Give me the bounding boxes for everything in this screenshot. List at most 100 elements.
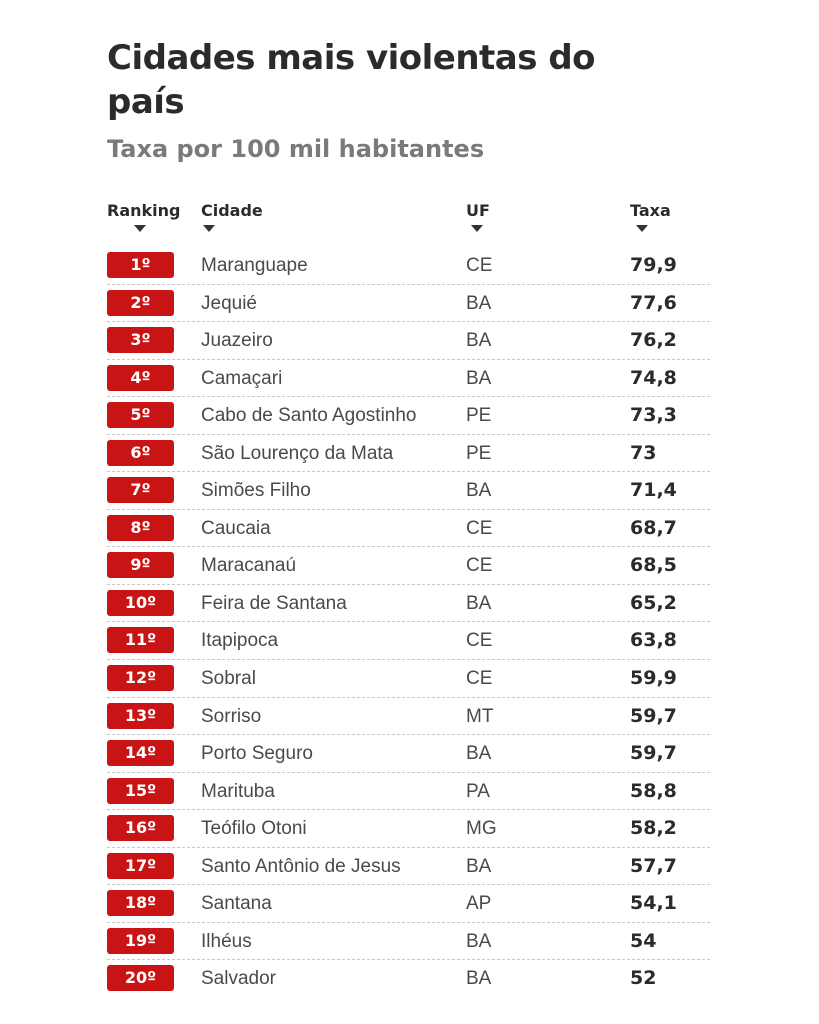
rank-badge: 12º — [107, 665, 174, 692]
city-cell: Sobral — [201, 668, 256, 690]
city-cell: Teófilo Otoni — [201, 818, 307, 840]
rank-badge: 6º — [107, 439, 174, 466]
city-cell: Feira de Santana — [201, 592, 347, 614]
table-row: 11º Itapipoca CE 63,8 — [0, 622, 819, 660]
uf-cell: BA — [466, 968, 492, 990]
uf-cell: BA — [466, 480, 492, 502]
page-subtitle: Taxa por 100 mil habitantes — [107, 135, 485, 163]
table-row: 19º Ilhéus BA 54 — [0, 923, 819, 961]
rank-badge: 9º — [107, 552, 174, 579]
column-header-city[interactable]: Cidade — [201, 201, 263, 232]
rate-cell: 58,8 — [630, 779, 677, 802]
table-row: 6º São Lourenço da Mata PE 73 — [0, 435, 819, 473]
column-header-uf[interactable]: UF — [466, 201, 490, 232]
uf-cell: BA — [466, 330, 492, 352]
rate-cell: 58,2 — [630, 817, 677, 840]
table-row: 18º Santana AP 54,1 — [0, 885, 819, 923]
table-row: 9º Maracanaú CE 68,5 — [0, 547, 819, 585]
table-row: 3º Juazeiro BA 76,2 — [0, 322, 819, 360]
rank-badge: 11º — [107, 627, 174, 654]
rank-badge: 8º — [107, 514, 174, 541]
rate-cell: 71,4 — [630, 479, 677, 502]
city-cell: Cabo de Santo Agostinho — [201, 405, 417, 427]
rate-cell: 54 — [630, 929, 657, 952]
uf-cell: MT — [466, 705, 494, 727]
city-cell: Camaçari — [201, 367, 283, 389]
rate-cell: 57,7 — [630, 854, 677, 877]
table-row: 13º Sorriso MT 59,7 — [0, 698, 819, 736]
rank-badge: 5º — [107, 402, 174, 429]
rate-cell: 52 — [630, 967, 657, 990]
city-cell: Caucaia — [201, 517, 271, 539]
rate-cell: 73,3 — [630, 404, 677, 427]
page-title: Cidades mais violentas do país — [107, 38, 596, 122]
rate-cell: 74,8 — [630, 366, 677, 389]
rank-badge: 10º — [107, 589, 174, 616]
rank-badge: 2º — [107, 289, 174, 316]
rank-badge: 1º — [107, 252, 174, 278]
uf-cell: MG — [466, 818, 497, 840]
uf-cell: BA — [466, 367, 492, 389]
city-cell: Marituba — [201, 780, 275, 802]
rank-badge: 16º — [107, 815, 174, 842]
rate-cell: 63,8 — [630, 629, 677, 652]
uf-cell: BA — [466, 930, 492, 952]
table-row: 12º Sobral CE 59,9 — [0, 660, 819, 698]
rate-cell: 54,1 — [630, 892, 677, 915]
uf-cell: CE — [466, 517, 493, 539]
city-cell: São Lourenço da Mata — [201, 442, 394, 464]
column-header-rate[interactable]: Taxa — [630, 201, 671, 232]
rate-cell: 59,7 — [630, 704, 677, 727]
city-cell: Juazeiro — [201, 330, 273, 352]
uf-cell: PE — [466, 442, 492, 464]
city-cell: Simões Filho — [201, 480, 311, 502]
rate-cell: 76,2 — [630, 329, 677, 352]
sort-arrow-icon — [636, 225, 648, 232]
city-cell: Maracanaú — [201, 555, 297, 577]
column-header-ranking[interactable]: Ranking — [107, 201, 180, 232]
rank-badge: 3º — [107, 327, 174, 354]
city-cell: Porto Seguro — [201, 743, 313, 765]
uf-cell: BA — [466, 855, 492, 877]
city-cell: Itapipoca — [201, 630, 279, 652]
column-label-ranking: Ranking — [107, 201, 181, 220]
rate-cell: 65,2 — [630, 591, 677, 614]
rate-cell: 68,5 — [630, 554, 677, 577]
column-label-uf: UF — [466, 201, 490, 220]
uf-cell: AP — [466, 893, 492, 915]
table-row: 15º Marituba PA 58,8 — [0, 773, 819, 811]
rank-badge: 18º — [107, 890, 174, 917]
uf-cell: BA — [466, 743, 492, 765]
rate-cell: 73 — [630, 441, 657, 464]
rate-cell: 68,7 — [630, 516, 677, 539]
table-row: 5º Cabo de Santo Agostinho PE 73,3 — [0, 397, 819, 435]
uf-cell: CE — [466, 668, 493, 690]
city-cell: Santo Antônio de Jesus — [201, 855, 401, 877]
table-row: 17º Santo Antônio de Jesus BA 57,7 — [0, 848, 819, 886]
rank-badge: 4º — [107, 364, 174, 391]
uf-cell: CE — [466, 555, 493, 577]
table-row: 16º Teófilo Otoni MG 58,2 — [0, 810, 819, 848]
table-row: 7º Simões Filho BA 71,4 — [0, 472, 819, 510]
rank-badge: 19º — [107, 927, 174, 954]
city-cell: Maranguape — [201, 255, 308, 276]
uf-cell: BA — [466, 592, 492, 614]
rate-cell: 59,7 — [630, 742, 677, 765]
table-header: Ranking Cidade UF Taxa — [0, 201, 819, 241]
sort-arrow-icon — [134, 225, 146, 232]
column-label-rate: Taxa — [630, 201, 671, 220]
city-cell: Jequié — [201, 292, 257, 314]
column-label-city: Cidade — [201, 201, 263, 220]
uf-cell: PA — [466, 780, 490, 802]
uf-cell: PE — [466, 405, 492, 427]
rank-badge: 14º — [107, 740, 174, 767]
table-row: 10º Feira de Santana BA 65,2 — [0, 585, 819, 623]
table-body: 1º Maranguape CE 79,9 2º Jequié BA 77,6 3º Juazei… — [0, 247, 819, 998]
rank-badge: 15º — [107, 777, 174, 804]
sort-arrow-icon — [203, 225, 215, 232]
table-row: 14º Porto Seguro BA 59,7 — [0, 735, 819, 773]
uf-cell: CE — [466, 630, 493, 652]
city-cell: Sorriso — [201, 705, 262, 727]
rank-badge: 7º — [107, 477, 174, 504]
rate-cell: 79,9 — [630, 254, 677, 276]
